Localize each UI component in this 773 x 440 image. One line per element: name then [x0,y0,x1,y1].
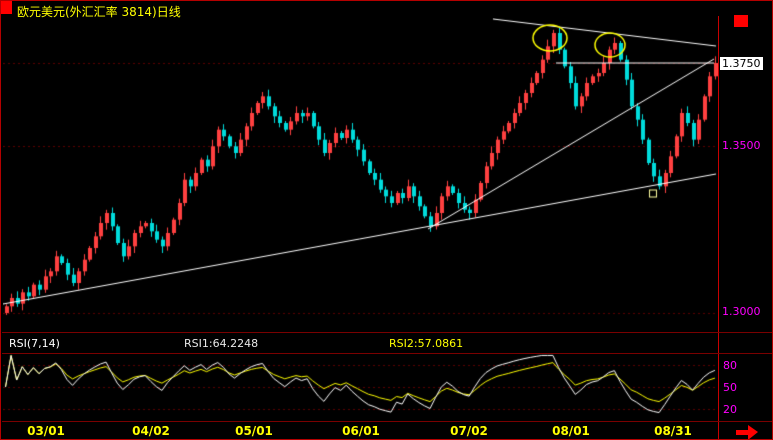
date-axis: 03/01 04/02 05/01 06/01 07/02 08/01 08/3… [1,424,717,439]
price-level-label: 1.3000 [722,305,761,318]
chart-title: 欧元美元(外汇汇率 3814)日线 [17,5,181,19]
date-tick-label: 08/01 [552,424,590,438]
rsi1-value-label: RSI1:64.2248 [184,337,259,350]
rsi-chart-canvas[interactable] [3,354,718,420]
scroll-right-arrow-button[interactable] [736,425,764,439]
date-tick-label: 06/01 [342,424,380,438]
date-tick-label: 08/31 [654,424,692,438]
panel-separator [2,332,772,333]
date-tick-label: 04/02 [132,424,170,438]
rsi-header-bar: RSI(7,14) RSI1:64.2248 RSI2:57.0861 [1,335,717,352]
rsi-level-label: 50 [723,381,737,394]
rsi-level-label: 80 [723,359,737,372]
window-corner-marker [1,1,12,14]
right-arrow-icon [748,425,758,439]
candlestick-chart-canvas[interactable] [3,18,718,332]
price-level-label: 1.3500 [722,139,761,152]
plot-right-border [718,16,719,439]
rsi-level-label: 20 [723,403,737,416]
date-tick-label: 03/01 [27,424,65,438]
date-tick-label: 07/02 [450,424,488,438]
panel-separator [2,421,772,422]
rsi-indicator-label: RSI(7,14) [9,337,60,350]
rsi2-value-label: RSI2:57.0861 [389,337,464,350]
panel-separator [2,353,772,354]
date-tick-label: 05/01 [235,424,273,438]
right-arrow-icon [736,430,748,435]
trendline-end-marker [734,15,748,27]
current-price-tag: 1.3750 [720,57,763,70]
